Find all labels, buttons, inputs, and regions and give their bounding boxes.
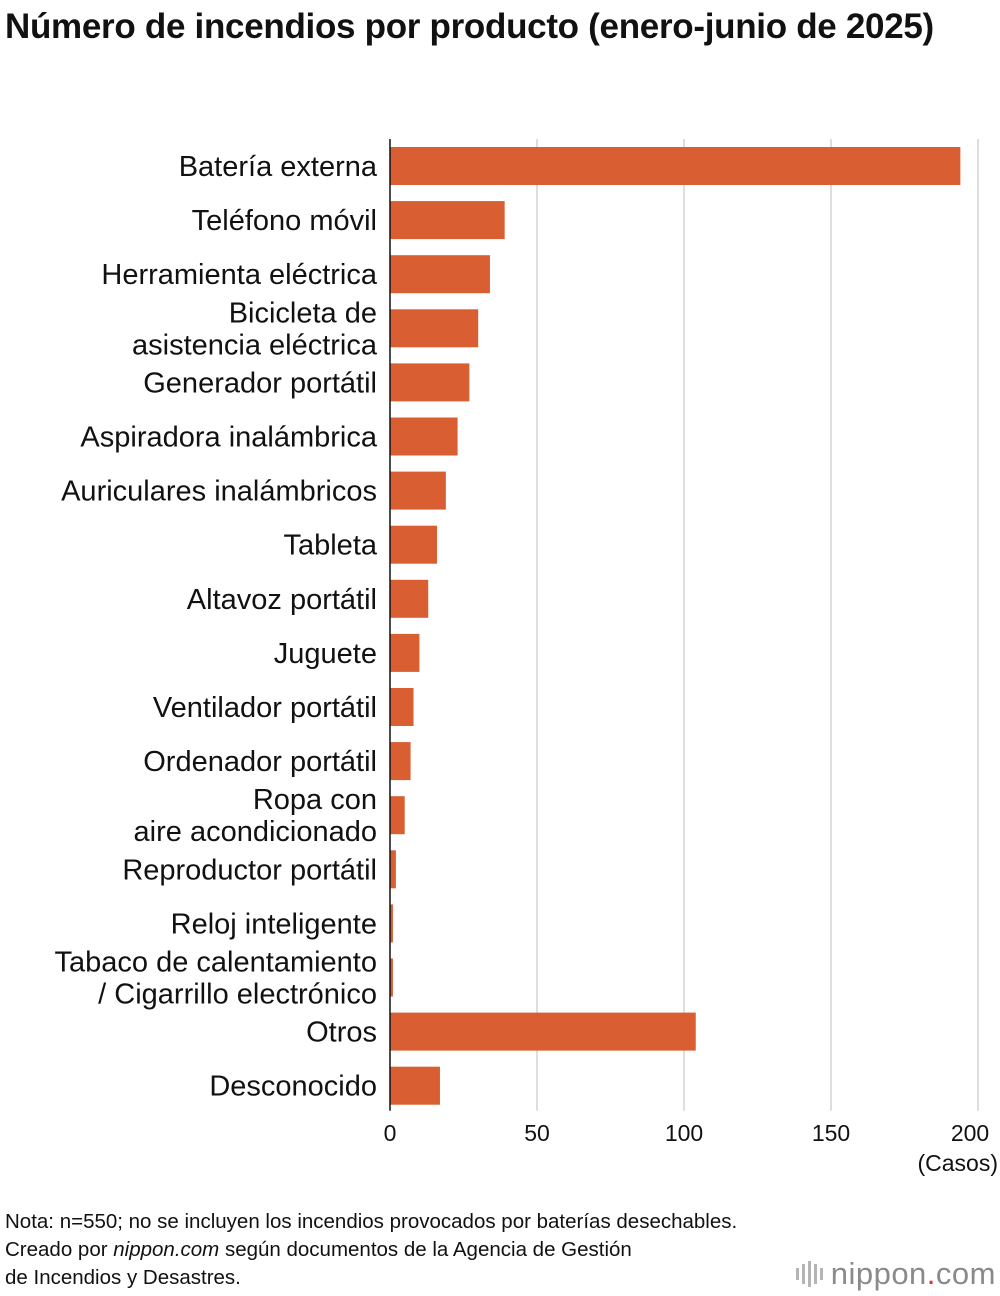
- category-label: aire acondicionado: [134, 816, 377, 848]
- category-label: Ventilador portátil: [153, 692, 377, 724]
- note-source-cont: de Incendios y Desastres.: [5, 1266, 241, 1289]
- category-label: Teléfono móvil: [192, 205, 377, 237]
- bar: [390, 958, 393, 997]
- category-label: Desconocido: [209, 1071, 377, 1103]
- bar: [390, 1066, 440, 1105]
- bar: [390, 796, 405, 835]
- x-tick-label: 50: [524, 1120, 550, 1146]
- x-tick-label: 0: [384, 1120, 397, 1146]
- category-labels: Batería externa Teléfono móvil Herramienta…: [55, 151, 378, 1103]
- category-label: Tabaco de calentamiento: [55, 947, 377, 979]
- bar: [390, 579, 429, 618]
- note-sample: Nota: n=550; no se incluyen los incendio…: [5, 1210, 738, 1233]
- logo-tld: com: [935, 1256, 996, 1291]
- bar: [390, 904, 393, 943]
- grid-lines: [536, 139, 979, 1111]
- category-label: Generador portátil: [143, 367, 377, 399]
- category-label: Ordenador portátil: [143, 746, 377, 778]
- category-label: Herramienta eléctrica: [101, 259, 377, 291]
- footnotes: Nota: n=550; no se incluyen los incendio…: [5, 1208, 905, 1292]
- category-label: Reproductor portátil: [122, 854, 377, 886]
- bar: [390, 309, 479, 348]
- note-source-suffix: según documentos de la Agencia de Gestió…: [219, 1238, 632, 1261]
- logo-wordmark: nippon.com: [831, 1256, 996, 1292]
- bar: [390, 417, 458, 456]
- bar-chart: Batería externa Teléfono móvil Herramienta…: [55, 139, 998, 1176]
- bar: [390, 201, 505, 240]
- x-axis-unit-label: (Casos): [917, 1150, 998, 1176]
- category-label: / Cigarrillo electrónico: [98, 979, 377, 1011]
- category-label: Bicicleta de: [229, 297, 377, 329]
- x-tick-label: 200: [951, 1120, 989, 1146]
- x-tick-label: 100: [665, 1120, 703, 1146]
- note-source-site: nippon.com: [113, 1238, 220, 1261]
- category-label: Juguete: [274, 638, 377, 670]
- bar: [390, 363, 470, 402]
- category-label: Reloj inteligente: [171, 908, 377, 940]
- bar: [390, 633, 420, 672]
- category-label: Altavoz portátil: [187, 584, 377, 616]
- chart-title: Número de incendios por producto (enero-…: [5, 7, 934, 46]
- category-label: Tableta: [283, 530, 377, 562]
- bar: [390, 850, 396, 889]
- bar: [390, 688, 414, 726]
- bar: [390, 1012, 696, 1051]
- bar: [390, 525, 438, 564]
- category-label: Ropa con: [253, 784, 377, 816]
- bar: [390, 742, 411, 781]
- logo-dot: .: [926, 1256, 936, 1291]
- category-label: Otros: [306, 1017, 377, 1049]
- category-label: Auriculares inalámbricos: [61, 476, 377, 508]
- bars: [390, 147, 961, 1105]
- category-label: Aspiradora inalámbrica: [80, 422, 377, 454]
- nippon-logo: nippon.com: [795, 1256, 996, 1292]
- category-label: Batería externa: [179, 151, 378, 183]
- category-label: asistencia eléctrica: [132, 329, 378, 361]
- bar: [390, 471, 446, 510]
- bar: [390, 147, 961, 185]
- note-source-prefix: Creado por: [5, 1238, 114, 1261]
- logo-name: nippon: [830, 1256, 927, 1291]
- x-axis-ticks: 0 50 100 150 200: [384, 1120, 990, 1146]
- logo-bars-icon: [795, 1261, 823, 1287]
- note-source: Creado por nippon.com según documentos d…: [5, 1236, 905, 1264]
- x-tick-label: 150: [812, 1120, 850, 1146]
- bar: [390, 255, 490, 294]
